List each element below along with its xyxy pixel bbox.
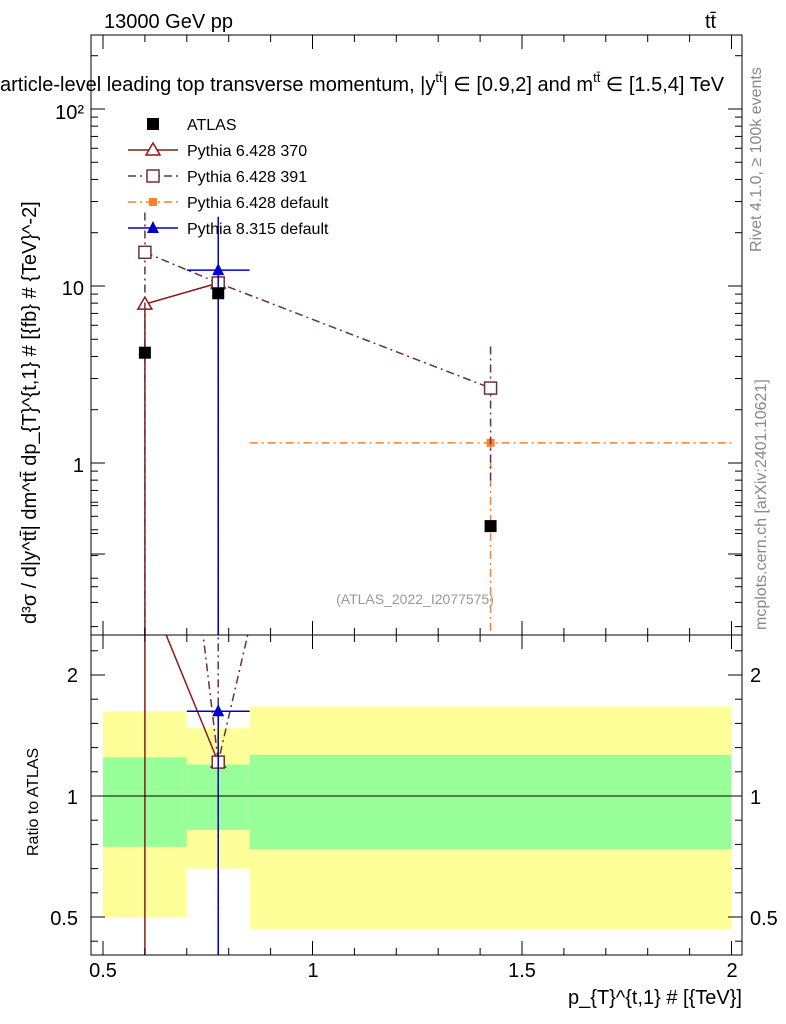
main-y-axis-label: d³σ / d|y^tt̄| dm^tt̄ dp_{T}^{t,1} # [{f… bbox=[19, 201, 41, 624]
main-ytick-10: 10 bbox=[62, 278, 84, 300]
series-pythia-6-428-370 bbox=[136, 274, 227, 635]
xtick-1.5: 1.5 bbox=[508, 960, 536, 982]
legend-entry-atlas: ATLAS bbox=[147, 117, 237, 134]
ratio-plot-data bbox=[144, 320, 495, 955]
point-atlas bbox=[212, 287, 225, 300]
ratio-point-pythia-8-315-default bbox=[212, 704, 225, 717]
point-pythia-8-315-default bbox=[212, 263, 225, 276]
series-pythia-6-428-default bbox=[249, 438, 732, 635]
energy-label: 13000 GeV pp bbox=[104, 11, 233, 33]
point-atlas bbox=[138, 346, 151, 359]
ratio-ytick-2: 2 bbox=[67, 665, 78, 687]
series-pythia-6-428-391 bbox=[138, 212, 498, 635]
series-atlas bbox=[138, 287, 497, 533]
ratio-ytick-1: 1 bbox=[67, 787, 78, 809]
rivet-label: Rivet 4.1.0, ≥ 100k events bbox=[748, 67, 765, 252]
process-label: tt̄ bbox=[705, 11, 717, 33]
ratio-plot-frame bbox=[90, 634, 743, 956]
legend-marker-pythia-6-428-370 bbox=[144, 141, 162, 156]
ratio-uncertainty-bands bbox=[103, 706, 732, 930]
legend-marker-pythia-6-428-391 bbox=[146, 169, 160, 183]
legend-marker-pythia-6-428-default bbox=[149, 198, 157, 206]
ratio-ytick-0.5: 0.5 bbox=[50, 908, 78, 930]
legend-entry-pythia-8-315-default: Pythia 8.315 default bbox=[128, 221, 329, 238]
legend-label-pythia-8-315-default: Pythia 8.315 default bbox=[187, 221, 329, 238]
xtick-1: 1 bbox=[307, 960, 318, 982]
xtick-2: 2 bbox=[726, 960, 737, 982]
legend-label-pythia-6-428-370: Pythia 6.428 370 bbox=[187, 143, 307, 160]
legend-label-pythia-6-428-391: Pythia 6.428 391 bbox=[187, 169, 307, 186]
legend: ATLAS Pythia 6.428 370 Pythia 6.428 391 Pyt… bbox=[128, 117, 329, 238]
ratio-y-axis-label: Ratio to ATLAS bbox=[25, 748, 42, 856]
ratio-ytick-1-right: 1 bbox=[750, 787, 761, 809]
series-line-pythia-6-428-370 bbox=[144, 282, 219, 305]
ratio-ytick-2-right: 2 bbox=[750, 665, 761, 687]
point-pythia-6-428-391 bbox=[138, 245, 152, 260]
axis-ticks bbox=[91, 35, 742, 955]
legend-label-atlas: ATLAS bbox=[187, 117, 237, 134]
main-ytick-100: 10² bbox=[55, 102, 84, 124]
point-pythia-6-428-391 bbox=[483, 381, 498, 395]
x-axis-label: p_{T}^{t,1} # [{TeV}] bbox=[568, 987, 742, 1009]
mcplots-label: mcplots.cern.ch [arXiv:2401.10621] bbox=[753, 379, 770, 630]
legend-marker-pythia-8-315-default bbox=[147, 221, 159, 233]
plot-title: article-level leading top transverse mom… bbox=[0, 70, 725, 96]
point-atlas bbox=[484, 520, 497, 533]
legend-marker-atlas bbox=[147, 118, 159, 130]
ratio-series-pythia-8-315-default bbox=[186, 704, 250, 955]
legend-entry-pythia-6-428-370: Pythia 6.428 370 bbox=[128, 141, 307, 160]
ratio-line-pythia-6-428-370 bbox=[165, 635, 219, 763]
main-plot-data bbox=[136, 212, 732, 635]
analysis-watermark: (ATLAS_2022_I2077575) bbox=[336, 591, 494, 607]
xtick-0.5: 0.5 bbox=[89, 960, 117, 982]
ratio-line-pythia-6-428-391 bbox=[202, 635, 249, 763]
legend-label-pythia-6-428-default: Pythia 6.428 default bbox=[187, 195, 329, 212]
ratio-series-pythia-6-428-default bbox=[487, 320, 495, 328]
legend-entry-pythia-6-428-391: Pythia 6.428 391 bbox=[128, 169, 307, 186]
legend-entry-pythia-6-428-default: Pythia 6.428 default bbox=[128, 195, 329, 212]
ratio-band-inner-2 bbox=[249, 754, 732, 850]
ratio-point-pythia-6-428-default bbox=[487, 320, 495, 328]
main-ytick-1: 1 bbox=[73, 455, 84, 477]
series-pythia-8-315-default bbox=[186, 216, 250, 635]
series-line-pythia-6-428-391 bbox=[144, 251, 491, 389]
ratio-ytick-0.5-right: 0.5 bbox=[750, 908, 778, 930]
